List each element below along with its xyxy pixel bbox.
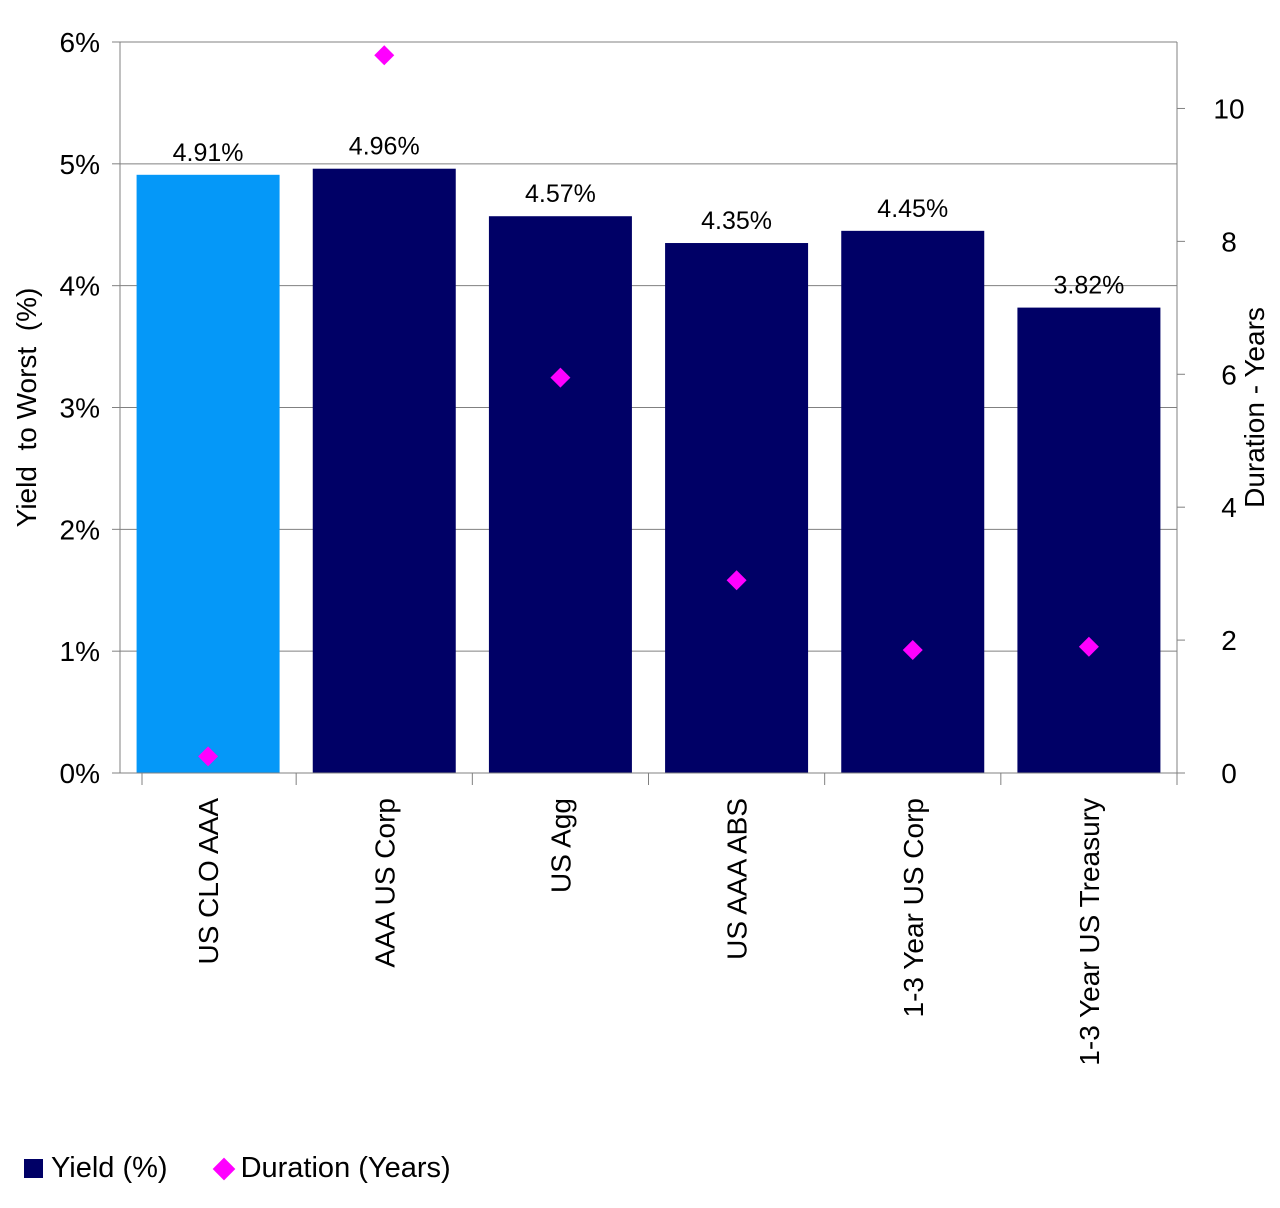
bar-3	[665, 243, 809, 773]
legend-label-duration: Duration (Years)	[240, 1152, 451, 1184]
x-tick-label-2: US Agg	[545, 798, 576, 893]
x-tick-label-3: US AAA ABS	[722, 798, 753, 960]
y-axis-title: Yield to Worst (%)	[11, 288, 42, 528]
y-tick-label-6: 6%	[60, 27, 100, 58]
data-label-3: 4.35%	[701, 207, 772, 235]
bar-2	[488, 216, 632, 773]
bar-5	[1017, 307, 1161, 773]
bar-0	[136, 174, 280, 773]
y-tick-label-4: 4%	[60, 271, 100, 302]
x-tick-label-4: 1-3 Year US Corp	[898, 798, 929, 1017]
bar-4	[841, 230, 985, 773]
y2-tick-label-2: 4	[1221, 492, 1237, 523]
y2-tick-label-3: 6	[1221, 359, 1237, 390]
y2-axis-title: Duration - Years	[1239, 307, 1270, 508]
data-label-4: 4.45%	[877, 195, 948, 223]
y-tick-label-5: 5%	[60, 149, 100, 180]
x-tick-label-0: US CLO AAA	[193, 798, 224, 965]
duration-point-0	[198, 746, 219, 767]
chart: 0% 1% 2% 3% 4% 5% 6% 0 2 4 6 8 10 US CLO AAA AAA US Co…	[11, 27, 1270, 1066]
legend-swatch-duration	[212, 1157, 235, 1180]
y-tick-label-3: 3%	[60, 393, 100, 424]
y2-tick-label-4: 8	[1221, 226, 1237, 257]
legend-label-yield: Yield (%)	[51, 1152, 168, 1184]
data-label-1: 4.96%	[349, 133, 420, 161]
y-tick-label-1: 1%	[60, 636, 100, 667]
legend-swatch-yield	[24, 1159, 43, 1178]
bar-1	[312, 168, 456, 773]
y-tick-label-0: 0%	[60, 758, 100, 789]
duration-point-5	[1078, 636, 1099, 657]
y-tick-label-2: 2%	[60, 514, 100, 545]
duration-point-1	[374, 45, 395, 66]
data-label-0: 4.91%	[173, 139, 244, 167]
data-label-5: 3.82%	[1053, 272, 1124, 300]
legend-item-yield: Yield (%)	[24, 1152, 168, 1185]
duration-point-3	[726, 570, 747, 591]
y2-tick-label-0: 0	[1221, 758, 1237, 789]
y2-tick-label-1: 2	[1221, 625, 1237, 656]
y2-tick-label-5: 10	[1213, 93, 1244, 124]
legend-item-duration: Duration (Years)	[212, 1152, 451, 1185]
legend: Yield (%) Duration (Years)	[24, 1152, 495, 1185]
duration-point-4	[902, 640, 923, 661]
data-label-2: 4.57%	[525, 180, 596, 208]
x-tick-label-1: AAA US Corp	[369, 798, 400, 968]
duration-point-2	[550, 367, 571, 388]
x-tick-label-5: 1-3 Year US Treasury	[1074, 798, 1105, 1066]
